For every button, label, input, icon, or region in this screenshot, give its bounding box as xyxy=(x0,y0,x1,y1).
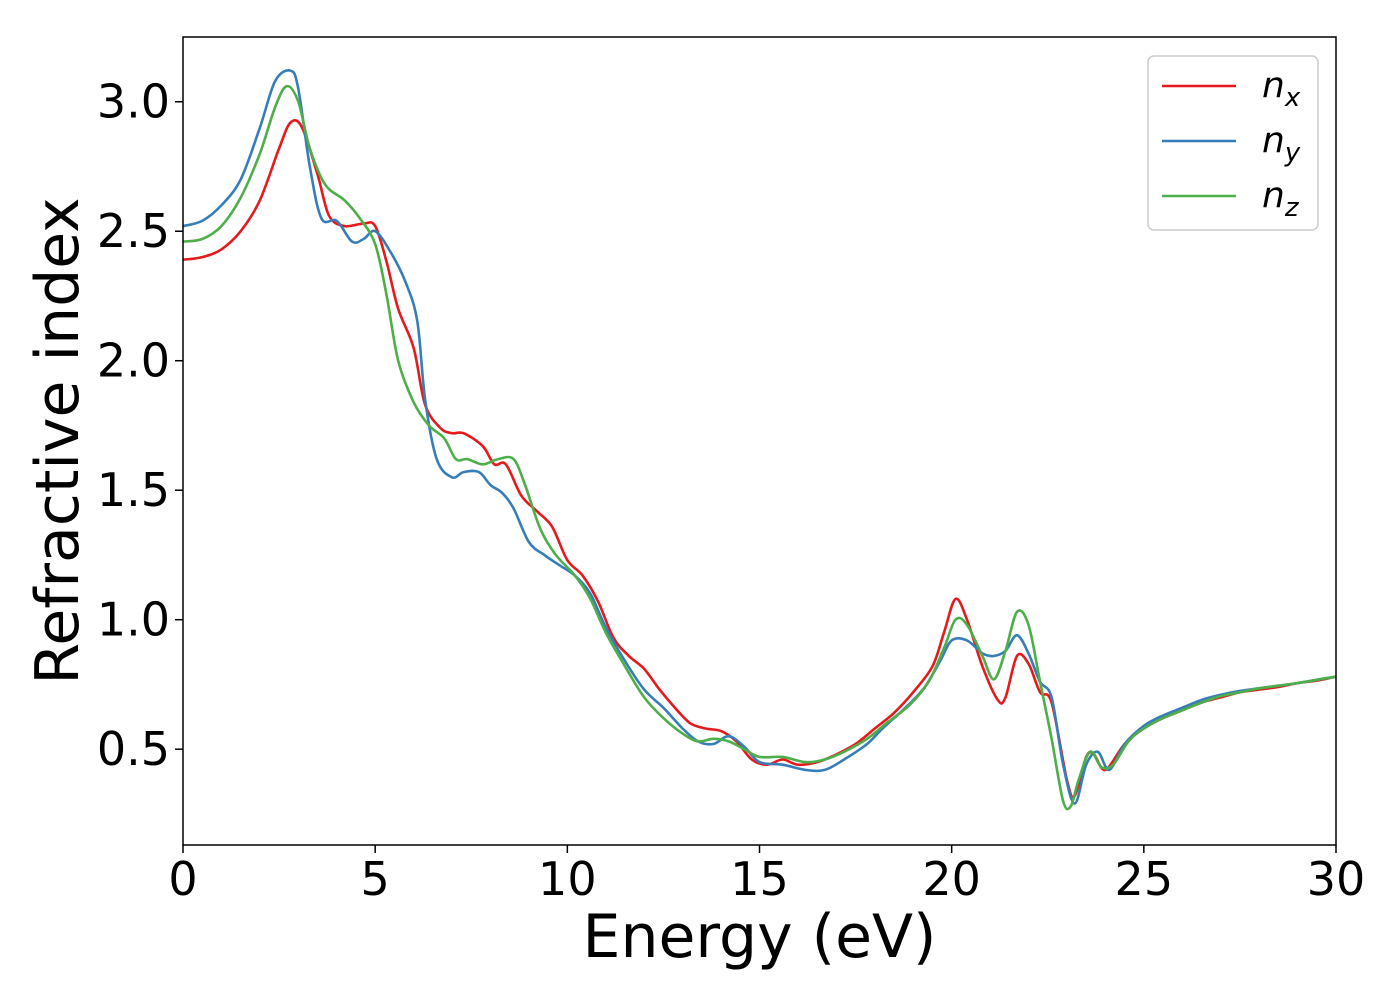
series-layer xyxy=(182,69,1337,811)
x-tick-label: 20 xyxy=(922,852,981,906)
x-tick-label: 30 xyxy=(1307,852,1366,906)
y-tick-label: 1.5 xyxy=(97,463,170,517)
x-axis-ticks: 0 5 10 15 20 25 30 xyxy=(168,845,1365,906)
x-tick-label: 10 xyxy=(538,852,597,906)
series-line-y xyxy=(182,69,1337,805)
series-line-z xyxy=(182,84,1337,811)
x-tick-label: 0 xyxy=(168,852,197,906)
y-axis-label: Refractive index xyxy=(23,197,93,684)
x-axis-label: Energy (eV) xyxy=(583,902,937,972)
x-tick-label: 25 xyxy=(1115,852,1174,906)
x-tick-label: 15 xyxy=(730,852,789,906)
x-tick-label: 5 xyxy=(361,852,390,906)
y-tick-label: 2.5 xyxy=(97,204,170,258)
y-axis-ticks: 0.5 1.0 1.5 2.0 2.5 3.0 xyxy=(97,75,183,776)
y-tick-label: 3.0 xyxy=(97,75,170,129)
legend-box xyxy=(1147,55,1319,231)
y-tick-label: 2.0 xyxy=(97,334,170,388)
y-tick-label: 1.0 xyxy=(97,593,170,647)
y-tick-label: 0.5 xyxy=(97,722,170,776)
